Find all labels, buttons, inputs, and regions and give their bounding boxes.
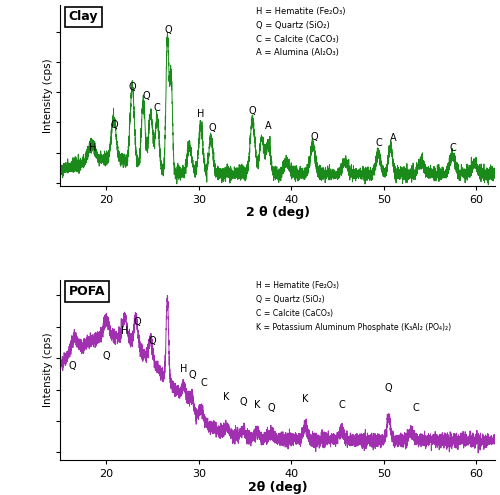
Text: Q: Q bbox=[128, 82, 136, 92]
Text: C: C bbox=[339, 400, 345, 410]
Text: H: H bbox=[180, 364, 188, 374]
Text: H = Hematite (Fe₂O₃)
Q = Quartz (SiO₂)
C = Calcite (CaCO₃)
A = Alumina (Al₂O₃): H = Hematite (Fe₂O₃) Q = Quartz (SiO₂) C… bbox=[256, 7, 345, 57]
Text: K: K bbox=[254, 400, 260, 410]
Text: Q: Q bbox=[310, 132, 318, 142]
Text: Q: Q bbox=[267, 403, 275, 413]
Text: A: A bbox=[265, 121, 272, 132]
Text: Q: Q bbox=[102, 351, 110, 361]
Text: Q: Q bbox=[142, 92, 150, 101]
Text: POFA: POFA bbox=[68, 285, 105, 298]
Text: Q: Q bbox=[68, 361, 76, 371]
Text: K: K bbox=[224, 392, 230, 402]
Text: H: H bbox=[121, 326, 128, 336]
Text: Q: Q bbox=[240, 397, 247, 407]
Text: C: C bbox=[200, 378, 207, 388]
Text: Q: Q bbox=[248, 106, 256, 116]
Text: Q: Q bbox=[385, 383, 392, 393]
Text: C: C bbox=[413, 403, 420, 413]
Text: C: C bbox=[376, 138, 382, 148]
Text: A: A bbox=[390, 134, 396, 144]
Text: C: C bbox=[450, 143, 456, 152]
X-axis label: 2 θ (deg): 2 θ (deg) bbox=[246, 206, 310, 219]
Text: Q: Q bbox=[209, 123, 216, 133]
Text: K: K bbox=[302, 394, 308, 404]
Text: Q: Q bbox=[188, 370, 196, 380]
Text: C: C bbox=[154, 103, 160, 113]
Text: Q: Q bbox=[111, 120, 118, 130]
Y-axis label: Intensity (cps): Intensity (cps) bbox=[43, 333, 53, 407]
Y-axis label: Intensity (cps): Intensity (cps) bbox=[43, 58, 53, 133]
Text: Q: Q bbox=[133, 317, 140, 327]
Text: Q: Q bbox=[148, 336, 156, 346]
Text: H = Hematite (Fe₂O₃)
Q = Quartz (SiO₂)
C = Calcite (CaCO₃)
K = Potassium Aluminu: H = Hematite (Fe₂O₃) Q = Quartz (SiO₂) C… bbox=[256, 282, 451, 332]
Text: Clay: Clay bbox=[68, 10, 98, 23]
X-axis label: 2θ (deg): 2θ (deg) bbox=[248, 481, 308, 494]
Text: H: H bbox=[88, 143, 96, 152]
Text: H: H bbox=[197, 109, 204, 119]
Text: Q: Q bbox=[164, 25, 172, 35]
